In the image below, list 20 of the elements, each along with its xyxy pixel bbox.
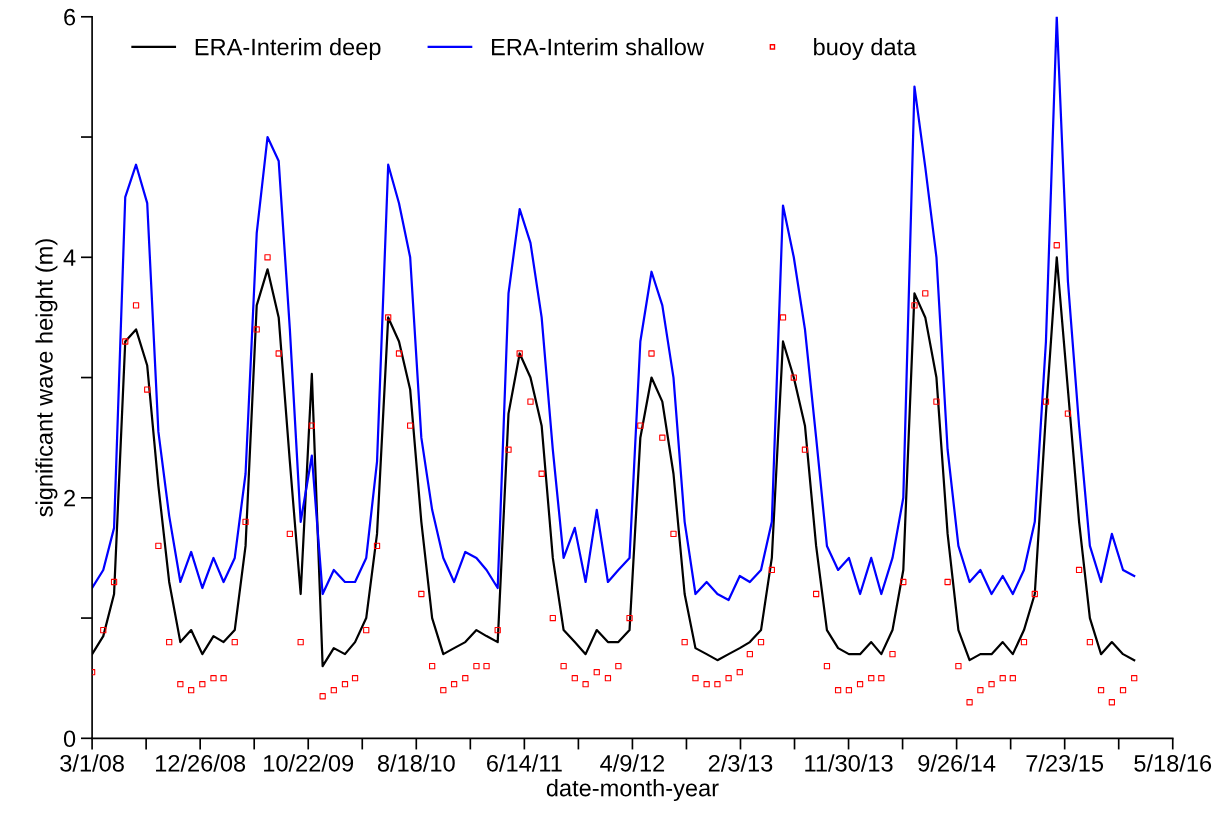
x-tick-label: 8/18/10: [377, 754, 455, 772]
x-tick-label: 7/23/15: [1026, 754, 1104, 772]
x-tick-label: 6/14/11: [487, 754, 562, 772]
y-axis-title: significant wave height (m): [35, 239, 58, 517]
x-tick-label: 9/26/14: [918, 754, 996, 772]
x-tick-label: 12/26/08: [156, 754, 246, 772]
x-tick-label: 11/30/13: [805, 754, 893, 772]
x-tick-label: 10/22/09: [264, 754, 354, 772]
x-axis-title: date-month-year: [546, 779, 719, 802]
x-tick-label: 2/3/13: [708, 754, 773, 772]
legend-label: ERA-Interim deep: [195, 38, 381, 61]
y-tick-label: 4: [63, 249, 76, 266]
y-tick-label: 2: [64, 489, 75, 507]
y-tick-label: 0: [63, 730, 76, 748]
x-tick-label: 4/9/12: [600, 754, 665, 772]
x-tick-label: 5/18/16: [1134, 754, 1212, 772]
x-tick-label: 3/1/08: [60, 754, 124, 772]
legend-label: buoy data: [814, 38, 917, 61]
legend-label: ERA-Interim shallow: [492, 38, 705, 56]
y-tick-label: 6: [64, 8, 76, 26]
